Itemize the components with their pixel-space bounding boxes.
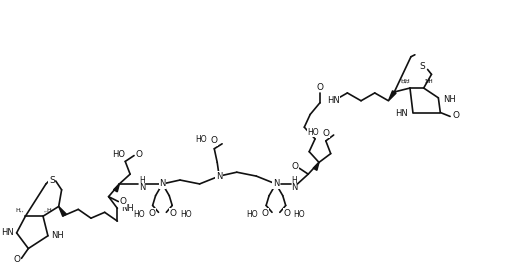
- Text: H: H: [139, 176, 145, 185]
- Text: O: O: [13, 255, 20, 264]
- Text: O: O: [120, 197, 127, 206]
- Text: N: N: [216, 172, 222, 180]
- Text: HO: HO: [294, 210, 305, 219]
- Polygon shape: [388, 91, 396, 101]
- Text: H,,: H,,: [400, 79, 409, 84]
- Text: 'H: 'H: [425, 79, 431, 84]
- Polygon shape: [114, 184, 119, 192]
- Polygon shape: [59, 207, 66, 217]
- Text: HO: HO: [133, 210, 145, 219]
- Text: N: N: [139, 183, 145, 192]
- Text: H,,: H,,: [16, 207, 24, 212]
- Text: HO: HO: [195, 136, 207, 144]
- Text: S: S: [420, 62, 426, 71]
- Text: N: N: [292, 183, 298, 192]
- Text: O: O: [453, 111, 459, 120]
- Text: HO: HO: [307, 128, 319, 137]
- Text: O: O: [283, 209, 290, 218]
- Text: ,,H: ,,H: [44, 207, 53, 212]
- Text: HN: HN: [1, 228, 13, 237]
- Text: O: O: [211, 136, 218, 145]
- Text: O: O: [262, 209, 269, 218]
- Text: NH: NH: [443, 95, 456, 104]
- Text: HN: HN: [327, 96, 339, 105]
- Text: H: H: [292, 176, 297, 185]
- Text: ,,H: ,,H: [425, 79, 433, 84]
- Text: S: S: [49, 176, 54, 185]
- Text: O: O: [135, 150, 142, 159]
- Text: O: O: [148, 209, 155, 218]
- Text: O: O: [291, 162, 298, 171]
- Text: HN: HN: [395, 109, 408, 118]
- Text: HO: HO: [247, 210, 258, 219]
- Text: ,,H: ,,H: [401, 79, 410, 84]
- Text: NH: NH: [51, 231, 64, 240]
- Text: HO: HO: [180, 210, 192, 219]
- Text: O: O: [317, 83, 323, 92]
- Text: HO: HO: [112, 150, 125, 159]
- Text: N: N: [159, 179, 166, 188]
- Text: N: N: [272, 179, 279, 188]
- Text: NH: NH: [121, 204, 134, 213]
- Text: O: O: [170, 209, 176, 218]
- Polygon shape: [313, 162, 319, 170]
- Text: O: O: [322, 128, 330, 138]
